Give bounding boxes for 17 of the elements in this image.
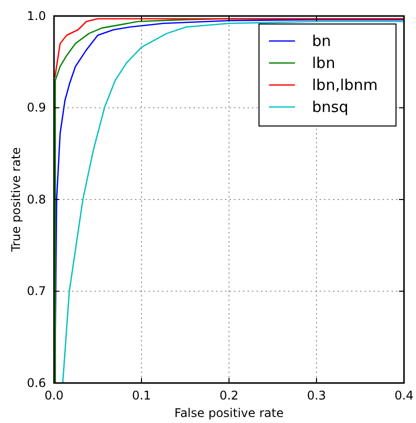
x-tick-label: 0.2 (219, 388, 239, 403)
x-axis-title: False positive rate (174, 406, 284, 420)
y-tick-label: 0.8 (26, 192, 46, 206)
x-tick-label: 0.1 (132, 388, 152, 403)
y-tick-label: 0.9 (26, 100, 46, 115)
legend-label: bn (312, 32, 332, 50)
legend-label: bnsq (312, 98, 348, 116)
line-series (54, 18, 405, 78)
x-tick-label: 0.0 (44, 388, 64, 403)
legend-label: lbn (312, 54, 336, 72)
x-tick-label: 0.4 (394, 388, 414, 403)
y-axis-title: True positive rate (9, 147, 23, 253)
legend-label: lbn,lbnm (312, 76, 378, 94)
x-tick-label: 0.3 (306, 388, 326, 403)
y-tick-label: 0.7 (26, 284, 46, 298)
y-tick-label: 1.0 (26, 8, 46, 23)
y-tick-label: 0.6 (26, 376, 46, 390)
